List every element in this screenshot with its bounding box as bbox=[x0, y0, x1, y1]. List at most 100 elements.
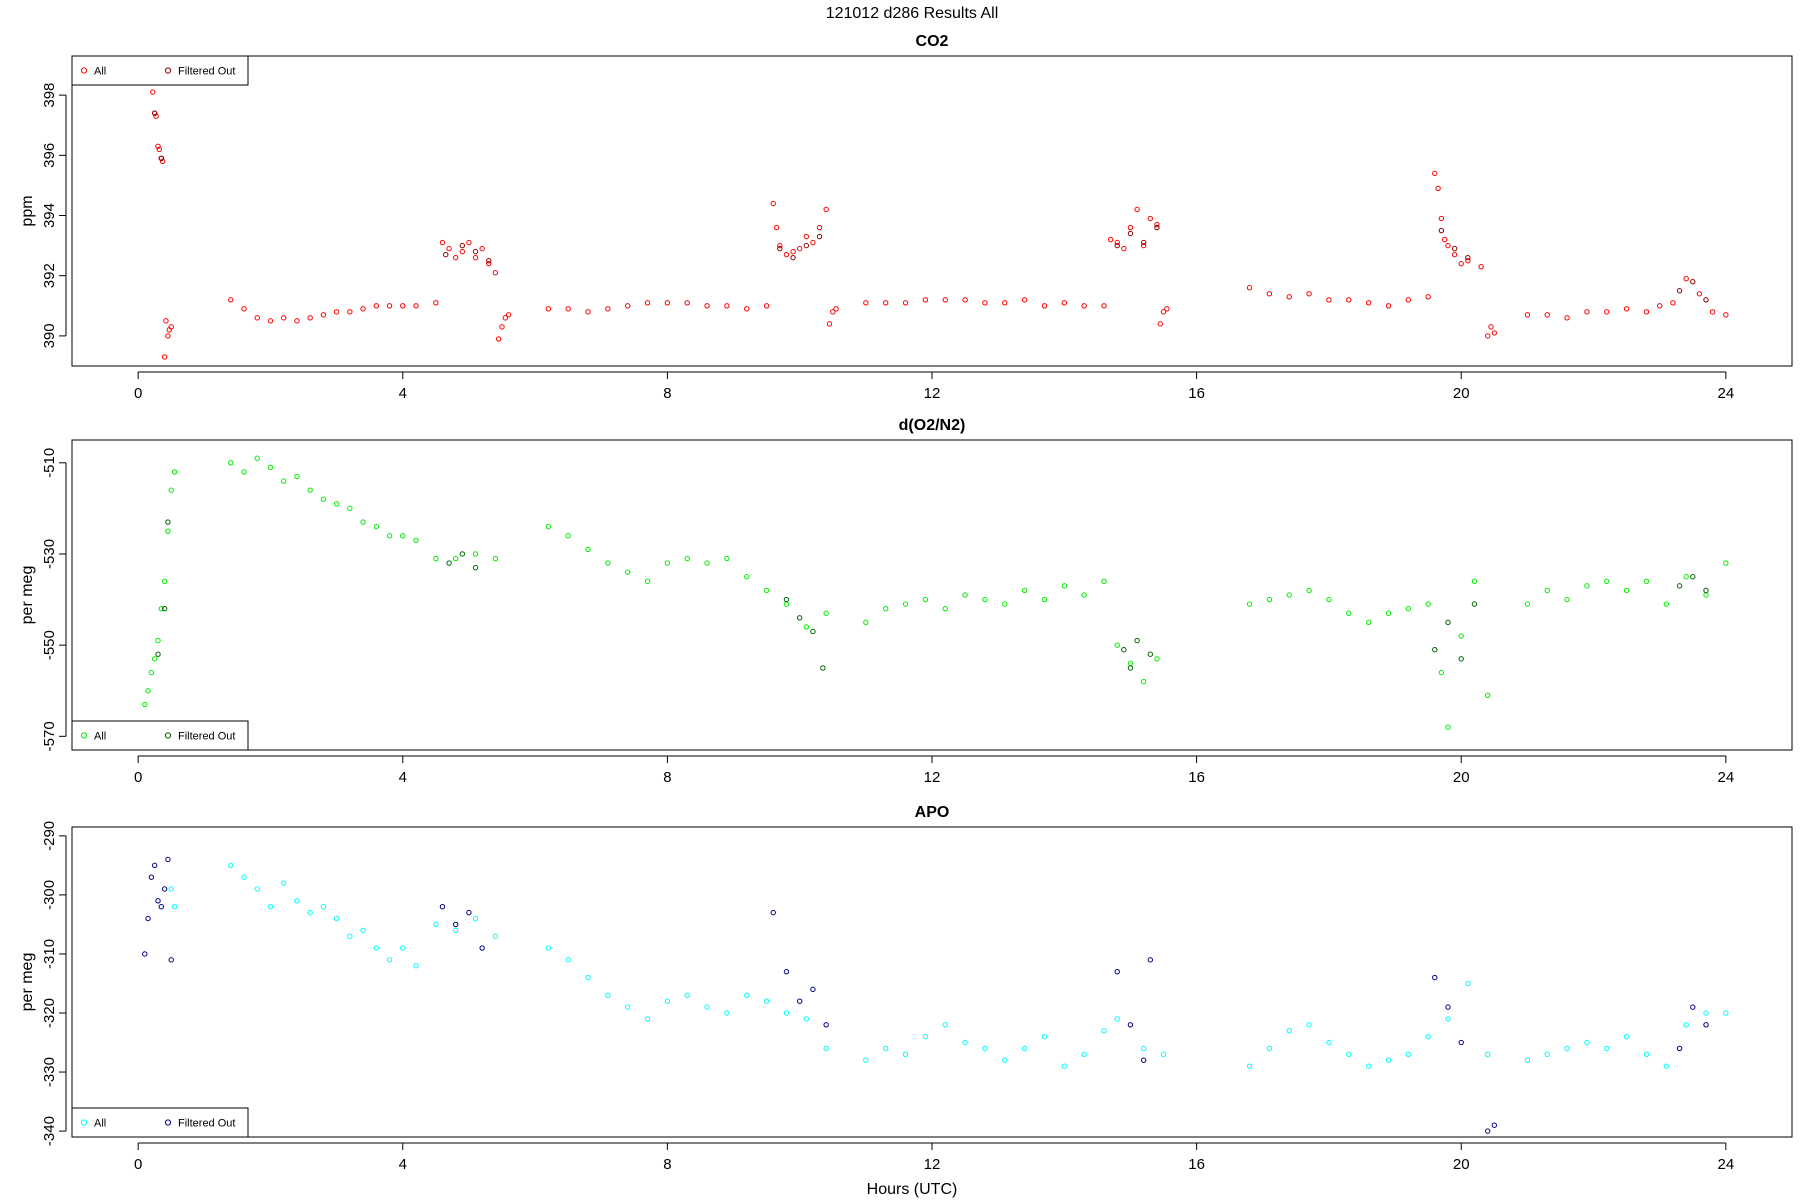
data-point bbox=[982, 300, 988, 306]
data-point bbox=[161, 886, 168, 892]
data-point bbox=[1246, 285, 1253, 291]
data-point bbox=[763, 303, 770, 309]
data-point bbox=[1405, 297, 1412, 303]
data-point bbox=[413, 537, 419, 543]
data-point bbox=[168, 886, 174, 892]
y-tick-label: 396 bbox=[41, 143, 58, 168]
y-tick-label: -550 bbox=[41, 630, 58, 660]
data-point bbox=[803, 1016, 810, 1022]
data-point bbox=[360, 306, 366, 312]
data-point bbox=[1425, 1033, 1431, 1040]
data-point bbox=[1584, 1039, 1590, 1046]
data-point bbox=[1121, 647, 1127, 653]
data-point bbox=[1604, 578, 1610, 585]
data-point bbox=[585, 974, 591, 981]
data-point bbox=[902, 601, 909, 607]
data-point bbox=[1643, 578, 1650, 585]
x-tick-label: 8 bbox=[663, 385, 671, 402]
data-point bbox=[796, 615, 803, 621]
data-point bbox=[1441, 236, 1448, 243]
data-point bbox=[704, 560, 710, 566]
data-point bbox=[151, 110, 158, 116]
data-point bbox=[1690, 574, 1696, 580]
data-point bbox=[165, 528, 171, 534]
x-tick-label: 20 bbox=[1453, 769, 1470, 786]
data-point bbox=[1002, 1057, 1008, 1063]
data-point bbox=[479, 245, 485, 252]
data-point bbox=[1465, 254, 1471, 261]
data-point bbox=[1584, 583, 1590, 589]
data-point bbox=[1127, 665, 1134, 671]
y-tick-label: 394 bbox=[41, 203, 58, 228]
data-point bbox=[1623, 587, 1630, 594]
data-point bbox=[145, 688, 151, 694]
legend: All Filtered Out bbox=[71, 720, 249, 751]
data-point bbox=[1703, 1010, 1709, 1016]
data-point bbox=[472, 254, 479, 261]
data-point bbox=[545, 306, 552, 312]
data-point bbox=[1002, 300, 1008, 306]
y-tick-label: -330 bbox=[41, 1057, 58, 1087]
data-point bbox=[1286, 1028, 1292, 1034]
data-point bbox=[783, 251, 790, 258]
data-point bbox=[148, 874, 155, 880]
data-point bbox=[452, 254, 459, 261]
data-point bbox=[644, 578, 651, 585]
data-point bbox=[1723, 312, 1729, 318]
data-point bbox=[1114, 1016, 1120, 1022]
data-point bbox=[156, 146, 163, 153]
data-point bbox=[773, 224, 780, 231]
data-point bbox=[151, 862, 158, 869]
y-axis-label: per meg bbox=[19, 566, 36, 625]
data-point bbox=[982, 596, 988, 603]
data-point bbox=[922, 596, 929, 603]
data-point bbox=[704, 303, 710, 309]
data-point bbox=[823, 1045, 829, 1052]
data-point bbox=[704, 1004, 710, 1010]
data-point bbox=[373, 303, 380, 309]
y-tick-label: -510 bbox=[41, 448, 58, 478]
data-point bbox=[882, 1045, 889, 1052]
data-point bbox=[796, 998, 803, 1004]
data-point bbox=[863, 1057, 869, 1063]
data-point bbox=[605, 992, 611, 998]
data-point bbox=[1081, 1051, 1087, 1058]
data-point bbox=[446, 245, 452, 252]
y-tick-label: 398 bbox=[41, 83, 58, 108]
chart-title: CO2 bbox=[916, 33, 949, 50]
data-point bbox=[267, 464, 274, 471]
data-point bbox=[400, 533, 406, 539]
data-point bbox=[439, 239, 446, 246]
data-point bbox=[347, 309, 353, 315]
data-point bbox=[942, 1022, 948, 1028]
legend-box bbox=[71, 1107, 249, 1138]
chart-panels: CO2 ppm 0 4 8 12 16 20 24 390 392 394 396 398 All Filte… bbox=[19, 33, 1793, 1173]
data-point bbox=[744, 306, 750, 312]
data-point bbox=[1683, 574, 1689, 580]
data-point bbox=[472, 248, 479, 255]
data-point bbox=[150, 89, 156, 95]
data-point bbox=[158, 904, 165, 910]
x-tick-label: 4 bbox=[399, 1156, 407, 1173]
legend-label: All bbox=[94, 66, 106, 78]
data-point bbox=[294, 318, 300, 324]
data-point bbox=[816, 233, 823, 240]
data-point bbox=[922, 1033, 929, 1040]
data-point bbox=[1385, 303, 1392, 309]
data-point bbox=[1709, 309, 1716, 315]
series-filtered-out bbox=[151, 110, 1709, 303]
data-point bbox=[585, 546, 591, 553]
data-point bbox=[790, 254, 796, 261]
data-point bbox=[155, 898, 161, 904]
data-point bbox=[1266, 291, 1273, 297]
data-point bbox=[1676, 1045, 1683, 1052]
data-point bbox=[942, 297, 948, 303]
data-point bbox=[1465, 257, 1471, 264]
data-point bbox=[165, 856, 171, 863]
data-point bbox=[942, 605, 948, 612]
data-point bbox=[826, 321, 833, 327]
data-point bbox=[163, 318, 169, 324]
data-point bbox=[373, 945, 380, 951]
data-point bbox=[1101, 303, 1107, 309]
data-point bbox=[254, 886, 260, 892]
